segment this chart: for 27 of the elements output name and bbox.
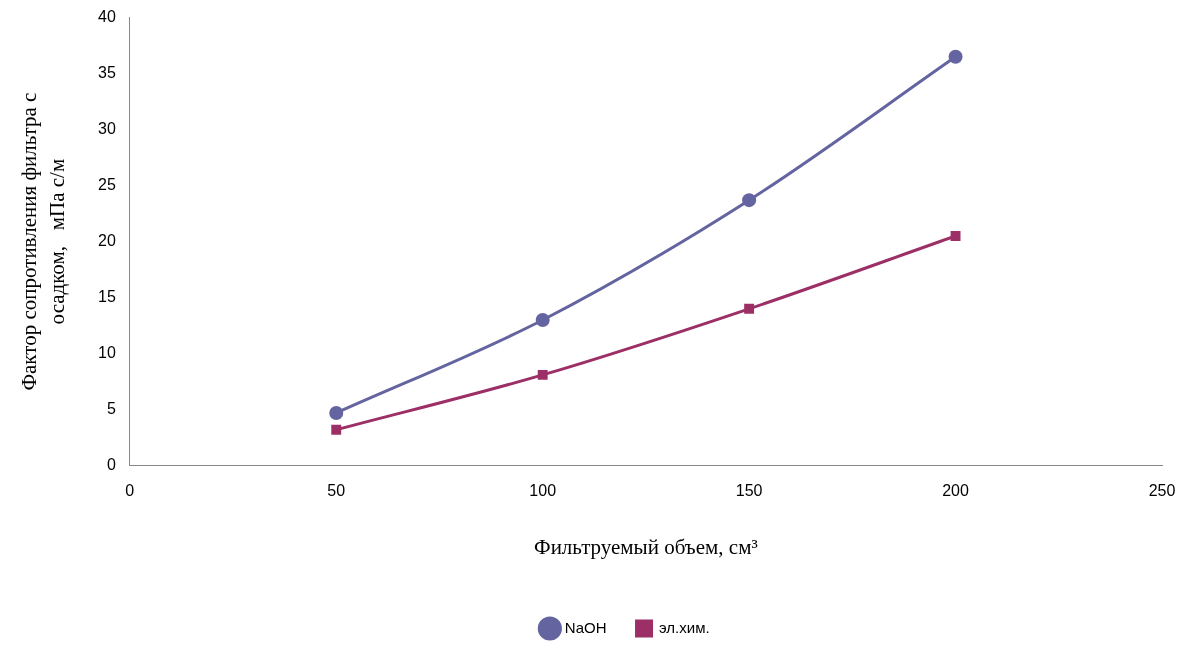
y-tick-label: 30 — [98, 120, 116, 138]
point — [948, 49, 963, 64]
point — [331, 424, 342, 435]
x-tick-label: 250 — [1148, 481, 1176, 499]
point — [742, 193, 757, 208]
y-tick-label: 20 — [98, 232, 116, 250]
point — [744, 303, 755, 314]
y-tick-label: 15 — [98, 288, 116, 306]
point — [535, 313, 550, 327]
y-axis-title: Фактор сопротивления фильтра с осадком, мПа с/м — [16, 92, 69, 391]
x-axis-title: Фильтруемый объем, см³ — [534, 534, 758, 559]
y-tick-label: 5 — [106, 400, 116, 418]
legend-label: NaOH — [564, 618, 607, 636]
x-tick-label: 0 — [125, 481, 135, 499]
x-tick-label: 200 — [942, 481, 969, 499]
y-tick-label: 35 — [98, 64, 116, 82]
x-tick-label: 150 — [735, 481, 763, 499]
point — [537, 369, 548, 380]
x-tick-label: 50 — [327, 481, 346, 499]
y-tick-label: 40 — [98, 8, 116, 26]
legend-label: эл.хим. — [659, 618, 710, 636]
y-tick-label: 25 — [98, 176, 116, 194]
point — [329, 405, 344, 420]
y-tick-label: 10 — [98, 344, 116, 362]
y-tick-label: 0 — [106, 456, 116, 474]
x-tick-label: 100 — [529, 481, 557, 499]
point — [950, 231, 961, 241]
